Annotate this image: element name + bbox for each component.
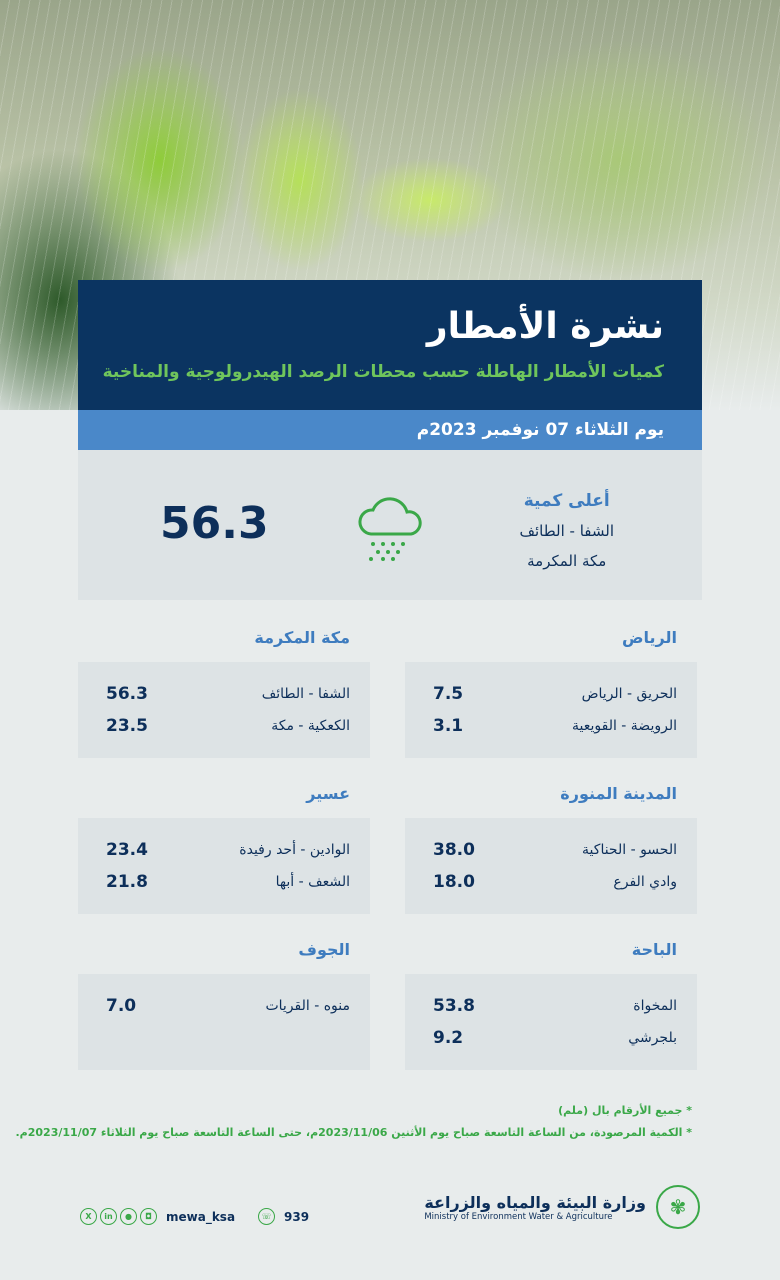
station-value: 23.4 (106, 840, 148, 860)
station-row: وادي الفرع 18.0 (433, 866, 677, 898)
footer: وزارة البيئة والمياه والزراعة Ministry o… (80, 1185, 700, 1235)
station-value: 38.0 (433, 840, 475, 860)
highest-station: الشفا - الطائف (519, 522, 614, 540)
region-title: الرياض (622, 628, 677, 647)
station-name: الشعف - أبها (275, 874, 350, 890)
region-asir: عسير الوادين - أحد رفيدة 23.4 الشعف - أبه… (78, 784, 370, 914)
region-title: الجوف (298, 940, 350, 959)
station-value: 21.8 (106, 872, 148, 892)
social-handle[interactable]: mewa_ksa (166, 1209, 236, 1224)
highest-label: أعلى كمية (523, 491, 610, 511)
social-links: X in ● ◘ mewa_ksa ☏ 939 (80, 1208, 309, 1225)
region-title: مكة المكرمة (254, 628, 350, 647)
palm-swords-emblem-icon: ✾ (656, 1185, 700, 1229)
region-title: الباحة (631, 940, 677, 959)
linkedin-icon[interactable]: in (100, 1208, 117, 1225)
station-row: الرويضة - القويعية 3.1 (433, 710, 677, 742)
ministry-name-en: Ministry of Environment Water & Agricult… (424, 1211, 613, 1222)
station-row: الكعكية - مكة 23.5 (106, 710, 350, 742)
footnotes: * جميع الأرقام بال (ملم) * الكمية المرصو… (16, 1100, 693, 1144)
highest-region: مكة المكرمة (527, 552, 607, 570)
region-riyadh: الرياض الحريق - الرياض 7.5 الرويضة - القو… (405, 628, 697, 758)
page-title: نشرة الأمطار (426, 306, 664, 347)
ministry-logo: وزارة البيئة والمياه والزراعة Ministry o… (424, 1185, 700, 1229)
highest-value: 56.3 (160, 498, 269, 549)
station-row: المخواة 53.8 (433, 990, 677, 1022)
station-value: 7.0 (106, 996, 137, 1016)
station-value: 53.8 (433, 996, 475, 1016)
station-name: الحسو - الحناكية (582, 842, 677, 858)
x-icon[interactable]: X (80, 1208, 97, 1225)
snapchat-icon[interactable]: ● (120, 1208, 137, 1225)
rain-cloud-icon (358, 497, 422, 561)
station-value: 9.2 (433, 1028, 464, 1048)
header-panel: نشرة الأمطار كميات الأمطار الهاطلة حسب م… (78, 280, 702, 410)
station-name: الحريق - الرياض (581, 686, 677, 702)
station-name: المخواة (633, 998, 677, 1014)
station-name: الشفا - الطائف (261, 686, 350, 702)
region-makkah: مكة المكرمة الشفا - الطائف 56.3 الكعكية -… (78, 628, 370, 758)
station-row: الحريق - الرياض 7.5 (433, 678, 677, 710)
ministry-name-ar: وزارة البيئة والمياه والزراعة (424, 1192, 646, 1212)
station-name: الوادين - أحد رفيدة (239, 842, 350, 858)
date-bar: يوم الثلاثاء 07 نوفمبر 2023م (78, 410, 702, 450)
station-row: الشفا - الطائف 56.3 (106, 678, 350, 710)
region-title: عسير (306, 784, 350, 803)
station-row: الحسو - الحناكية 38.0 (433, 834, 677, 866)
region-baha: الباحة المخواة 53.8 بلجرشي 9.2 (405, 940, 697, 1070)
instagram-icon[interactable]: ◘ (140, 1208, 157, 1225)
station-value: 7.5 (433, 684, 464, 704)
station-name: وادي الفرع (613, 874, 677, 890)
highest-amount-card: أعلى كمية الشفا - الطائف مكة المكرمة 56.… (78, 450, 702, 600)
station-value: 23.5 (106, 716, 148, 736)
station-row: الشعف - أبها 21.8 (106, 866, 350, 898)
station-value: 56.3 (106, 684, 148, 704)
phone-number[interactable]: 939 (284, 1209, 310, 1224)
region-title: المدينة المنورة (560, 784, 677, 803)
station-row: الوادين - أحد رفيدة 23.4 (106, 834, 350, 866)
region-madinah: المدينة المنورة الحسو - الحناكية 38.0 واد… (405, 784, 697, 914)
station-value: 18.0 (433, 872, 475, 892)
station-name: الكعكية - مكة (271, 718, 350, 734)
station-value: 3.1 (433, 716, 464, 736)
station-name: منوه - القريات (265, 998, 350, 1014)
station-name: بلجرشي (628, 1030, 677, 1046)
note-period: * الكمية المرصودة، من الساعة التاسعة صبا… (15, 1126, 693, 1139)
station-name: الرويضة - القويعية (572, 718, 677, 734)
page-subtitle: كميات الأمطار الهاطلة حسب محطات الرصد ال… (102, 362, 664, 382)
note-units: * جميع الأرقام بال (ملم) (558, 1104, 692, 1117)
station-row: منوه - القريات 7.0 (106, 990, 350, 1022)
station-row: بلجرشي 9.2 (433, 1022, 677, 1054)
region-jouf: الجوف منوه - القريات 7.0 (78, 940, 370, 1070)
phone-icon[interactable]: ☏ (258, 1208, 276, 1225)
